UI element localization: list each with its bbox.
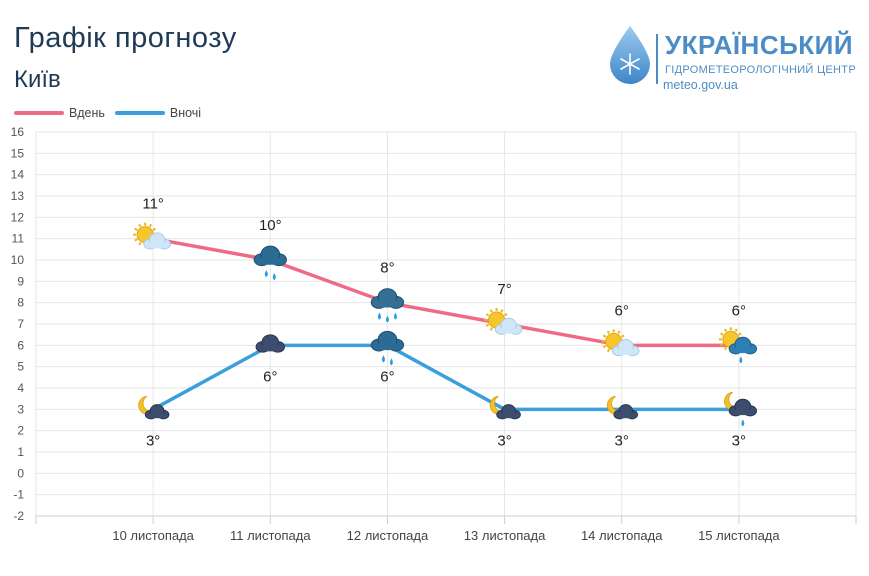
y-tick-label: 14 <box>11 168 25 182</box>
moon-cloud-icon <box>489 395 521 420</box>
day-temp-label: 8° <box>380 260 394 277</box>
x-tick-label: 15 листопада <box>698 528 780 543</box>
y-tick-label: 9 <box>17 274 24 288</box>
night-temp-label: 6° <box>263 368 277 385</box>
legend-label-day: Вдень <box>69 106 105 120</box>
legend-swatch-night <box>114 111 165 115</box>
y-tick-label: -2 <box>13 509 24 523</box>
night-temp-label: 3° <box>146 432 160 449</box>
x-tick-label: 10 листопада <box>112 528 194 543</box>
y-tick-label: -1 <box>13 488 24 502</box>
y-tick-label: 4 <box>17 381 24 395</box>
moon-cloud-icon <box>138 395 170 420</box>
logo-title: УКРАЇНСЬКИЙ <box>665 30 854 60</box>
y-tick-label: 5 <box>17 360 24 374</box>
legend-swatch-day <box>14 111 64 115</box>
moon-cloud-icon <box>606 395 638 420</box>
day-temp-label: 10° <box>259 217 282 234</box>
logo-subtitle: ГІДРОМЕТЕОРОЛОГІЧНИЙ ЦЕНТР <box>665 64 856 76</box>
chart-legend: Вдень Вночі <box>14 106 211 120</box>
y-tick-label: 10 <box>11 253 25 267</box>
sun-cloud-icon <box>601 329 640 357</box>
x-tick-label: 13 листопада <box>464 528 546 543</box>
y-tick-label: 7 <box>17 317 24 331</box>
sun-cloud-icon <box>133 222 171 250</box>
legend-item-night[interactable]: Вночі <box>114 106 202 120</box>
y-tick-label: 11 <box>12 232 25 246</box>
y-tick-label: 12 <box>11 210 25 224</box>
sun-cloud-icon <box>484 308 523 335</box>
city-name: Київ <box>14 66 61 93</box>
legend-label-night: Вночі <box>169 106 202 120</box>
legend-item-day[interactable]: Вдень <box>14 106 105 120</box>
cloud-rain-icon <box>370 330 405 366</box>
y-tick-label: 0 <box>17 466 24 480</box>
night-temp-label: 3° <box>497 432 511 449</box>
day-temp-label: 7° <box>497 281 511 298</box>
cloud-rain-icon <box>253 245 287 280</box>
y-tick-label: 15 <box>11 146 25 160</box>
cloud-icon <box>255 334 286 353</box>
y-tick-label: 1 <box>17 445 24 459</box>
logo-divider <box>656 34 658 84</box>
y-tick-label: 3 <box>17 402 24 416</box>
logo-url[interactable]: meteo.gov.ua <box>663 78 738 92</box>
y-tick-label: 6 <box>17 338 24 352</box>
sun-cloud-rain-icon <box>718 327 758 364</box>
day-series-line <box>152 236 739 348</box>
y-tick-label: 13 <box>11 189 25 203</box>
night-series-line <box>152 343 739 412</box>
x-tick-label: 14 листопада <box>581 528 663 543</box>
night-temp-label: 3° <box>615 432 629 449</box>
page-title: Графік прогнозу <box>14 22 237 54</box>
night-temp-label: 3° <box>732 432 746 449</box>
y-tick-label: 16 <box>11 125 25 139</box>
day-temp-label: 11° <box>142 196 164 213</box>
y-tick-label: 8 <box>17 296 24 310</box>
moon-cloud-rain-icon <box>724 391 758 427</box>
cloud-heavy-rain-icon <box>370 288 405 323</box>
night-temp-label: 6° <box>380 368 394 385</box>
logo[interactable]: УКРАЇНСЬКИЙ ГІДРОМЕТЕОРОЛОГІЧНИЙ ЦЕНТР m… <box>606 24 856 94</box>
day-temp-label: 6° <box>732 302 746 319</box>
water-drop-snowflake-icon <box>610 26 650 84</box>
day-temp-label: 6° <box>615 302 629 319</box>
y-tick-label: 2 <box>17 424 24 438</box>
x-tick-label: 12 листопада <box>347 528 429 543</box>
x-tick-label: 11 листопада <box>230 528 311 543</box>
